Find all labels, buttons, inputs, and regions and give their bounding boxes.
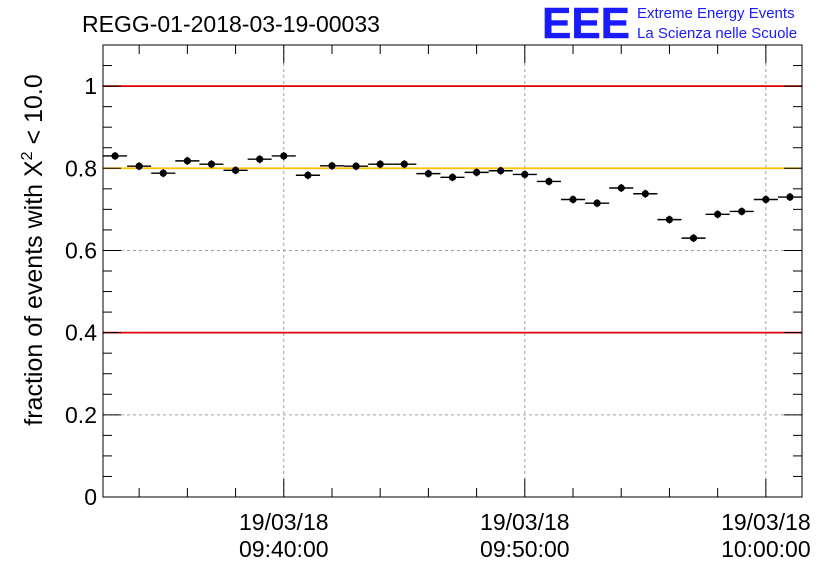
point-marker <box>376 160 384 168</box>
x-tick-time: 09:40:00 <box>239 536 329 562</box>
data-point <box>103 151 128 160</box>
y-tick-labels: 0 0.2 0.4 0.6 0.8 1 <box>65 73 97 510</box>
point-marker <box>328 162 336 170</box>
y-tick-label: 0.2 <box>65 402 97 428</box>
data-point <box>368 160 393 169</box>
data-points <box>103 151 802 243</box>
point-marker <box>714 210 722 218</box>
x-tick-date: 19/03/18 <box>239 509 329 535</box>
chart-title: REGG-01-2018-03-19-00033 <box>82 11 380 37</box>
point-marker <box>473 168 481 176</box>
data-point <box>777 193 802 202</box>
y-tick-label: 1 <box>84 73 97 99</box>
point-marker <box>497 167 505 175</box>
point-marker <box>738 207 746 216</box>
point-marker <box>448 173 457 181</box>
point-marker <box>304 171 312 179</box>
grid-lines <box>103 45 802 497</box>
data-point <box>151 169 176 178</box>
data-point <box>609 183 634 192</box>
data-point <box>488 166 513 175</box>
data-point <box>175 156 200 165</box>
point-marker <box>111 152 119 160</box>
data-point <box>536 177 561 186</box>
point-marker <box>135 162 143 170</box>
data-point <box>416 169 441 178</box>
point-marker <box>352 162 360 170</box>
x-tick-time: 09:50:00 <box>480 536 570 562</box>
axis-ticks <box>103 44 802 498</box>
y-tick-label: 0.8 <box>65 155 97 181</box>
reference-lines <box>103 85 802 334</box>
point-marker <box>207 160 216 168</box>
data-point <box>127 162 152 171</box>
data-point <box>440 173 465 182</box>
data-point <box>223 166 248 175</box>
data-point <box>199 160 224 169</box>
data-point <box>633 189 658 198</box>
data-point <box>585 199 610 208</box>
point-marker <box>593 199 601 207</box>
point-marker <box>545 177 553 186</box>
x-tick-labels: 19/03/1809:40:0019/03/1809:50:0019/03/18… <box>239 509 811 562</box>
point-marker <box>521 170 529 179</box>
point-marker <box>183 157 191 165</box>
point-marker <box>159 169 167 177</box>
data-point <box>753 195 778 204</box>
y-tick-label: 0 <box>84 484 97 510</box>
logo-line-1: Extreme Energy Events <box>637 5 795 22</box>
x-tick-date: 19/03/18 <box>480 509 570 535</box>
data-point <box>512 170 537 179</box>
point-marker <box>762 195 770 204</box>
data-point <box>247 155 272 164</box>
point-marker <box>280 152 288 160</box>
data-point <box>271 151 296 160</box>
point-marker <box>424 170 432 178</box>
eee-logo: EEE Extreme Energy Events La Scienza nel… <box>542 0 797 48</box>
point-marker <box>569 195 577 204</box>
point-marker <box>256 155 264 163</box>
x-tick-time: 10:00:00 <box>721 536 811 562</box>
point-marker <box>617 184 625 192</box>
data-point <box>464 168 489 177</box>
y-tick-label: 0.4 <box>65 320 97 346</box>
point-marker <box>400 160 408 168</box>
data-point <box>729 207 754 216</box>
logo-mark: EEE <box>542 0 630 48</box>
point-marker <box>231 166 240 174</box>
point-marker <box>689 234 698 242</box>
y-axis-label: fraction of events with X2 < 10.0 <box>19 74 48 425</box>
data-point <box>295 171 320 180</box>
x-tick-date: 19/03/18 <box>721 509 811 535</box>
data-point <box>392 160 417 169</box>
data-point <box>560 195 586 204</box>
logo-line-2: La Scienza nelle Scuole <box>637 25 797 42</box>
point-marker <box>665 216 674 224</box>
data-point <box>681 234 706 243</box>
data-point <box>319 161 345 170</box>
data-point <box>705 210 730 219</box>
plot-frame <box>102 44 803 498</box>
y-tick-label: 0.6 <box>65 237 97 263</box>
data-point <box>344 162 369 171</box>
data-point <box>657 215 682 224</box>
point-marker <box>641 190 649 198</box>
point-marker <box>786 193 794 201</box>
